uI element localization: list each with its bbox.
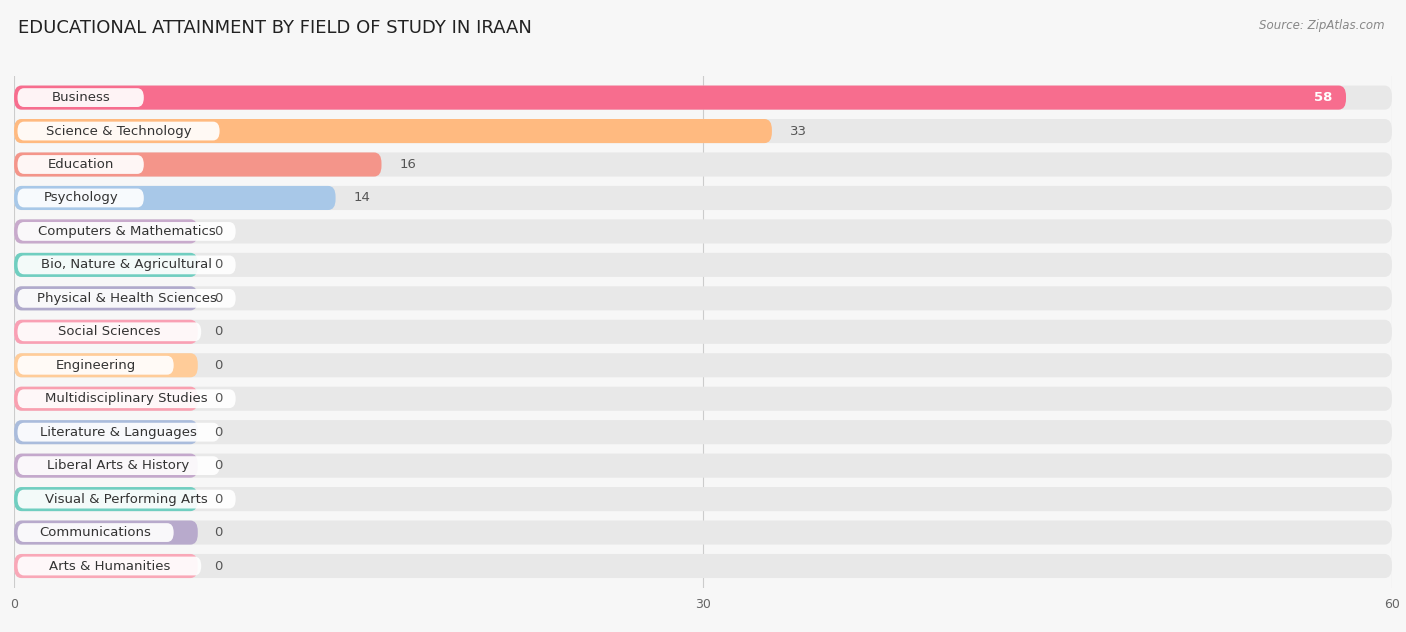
FancyBboxPatch shape [14,454,198,478]
FancyBboxPatch shape [14,85,1346,109]
Text: EDUCATIONAL ATTAINMENT BY FIELD OF STUDY IN IRAAN: EDUCATIONAL ATTAINMENT BY FIELD OF STUDY… [18,19,531,37]
FancyBboxPatch shape [14,152,381,176]
FancyBboxPatch shape [14,420,198,444]
FancyBboxPatch shape [17,289,236,308]
FancyBboxPatch shape [17,255,236,274]
Text: Liberal Arts & History: Liberal Arts & History [48,459,190,472]
FancyBboxPatch shape [17,557,201,575]
Text: 0: 0 [214,292,222,305]
FancyBboxPatch shape [14,119,1392,143]
FancyBboxPatch shape [14,420,1392,444]
Text: Physical & Health Sciences: Physical & Health Sciences [37,292,217,305]
FancyBboxPatch shape [14,286,198,310]
FancyBboxPatch shape [14,219,198,243]
Text: 14: 14 [354,191,371,205]
FancyBboxPatch shape [17,88,143,107]
Text: 0: 0 [214,258,222,271]
Text: Communications: Communications [39,526,152,539]
FancyBboxPatch shape [17,456,219,475]
FancyBboxPatch shape [14,119,772,143]
FancyBboxPatch shape [14,85,1392,109]
FancyBboxPatch shape [14,286,1392,310]
Text: Bio, Nature & Agricultural: Bio, Nature & Agricultural [41,258,212,271]
Text: 0: 0 [214,459,222,472]
Text: 58: 58 [1313,91,1333,104]
FancyBboxPatch shape [14,387,1392,411]
FancyBboxPatch shape [17,423,219,442]
Text: 0: 0 [214,392,222,405]
FancyBboxPatch shape [14,186,336,210]
Text: Computers & Mathematics: Computers & Mathematics [38,225,215,238]
FancyBboxPatch shape [17,356,174,375]
Text: Literature & Languages: Literature & Languages [41,426,197,439]
Text: Multidisciplinary Studies: Multidisciplinary Studies [45,392,208,405]
Text: Psychology: Psychology [44,191,118,205]
FancyBboxPatch shape [14,320,198,344]
FancyBboxPatch shape [14,521,1392,545]
FancyBboxPatch shape [17,322,201,341]
FancyBboxPatch shape [17,155,143,174]
FancyBboxPatch shape [14,219,1392,243]
Text: 0: 0 [214,526,222,539]
Text: 0: 0 [214,325,222,338]
FancyBboxPatch shape [14,353,1392,377]
FancyBboxPatch shape [17,222,236,241]
FancyBboxPatch shape [14,454,1392,478]
FancyBboxPatch shape [14,353,198,377]
Text: 0: 0 [214,225,222,238]
FancyBboxPatch shape [14,152,1392,176]
Text: Science & Technology: Science & Technology [46,125,191,138]
FancyBboxPatch shape [17,188,143,207]
Text: Visual & Performing Arts: Visual & Performing Arts [45,492,208,506]
Text: Source: ZipAtlas.com: Source: ZipAtlas.com [1260,19,1385,32]
FancyBboxPatch shape [14,521,198,545]
FancyBboxPatch shape [17,121,219,140]
FancyBboxPatch shape [14,554,1392,578]
FancyBboxPatch shape [14,387,198,411]
Text: 16: 16 [399,158,416,171]
FancyBboxPatch shape [14,320,1392,344]
Text: 0: 0 [214,492,222,506]
Text: Education: Education [48,158,114,171]
Text: Social Sciences: Social Sciences [58,325,160,338]
FancyBboxPatch shape [17,523,174,542]
FancyBboxPatch shape [14,554,198,578]
FancyBboxPatch shape [14,253,1392,277]
FancyBboxPatch shape [14,487,198,511]
Text: 33: 33 [790,125,807,138]
Text: 0: 0 [214,359,222,372]
FancyBboxPatch shape [14,186,1392,210]
FancyBboxPatch shape [17,490,236,509]
FancyBboxPatch shape [14,487,1392,511]
Text: Arts & Humanities: Arts & Humanities [49,559,170,573]
FancyBboxPatch shape [14,253,198,277]
Text: 0: 0 [214,559,222,573]
Text: 0: 0 [214,426,222,439]
FancyBboxPatch shape [17,389,236,408]
Text: Engineering: Engineering [55,359,136,372]
Text: Business: Business [51,91,110,104]
